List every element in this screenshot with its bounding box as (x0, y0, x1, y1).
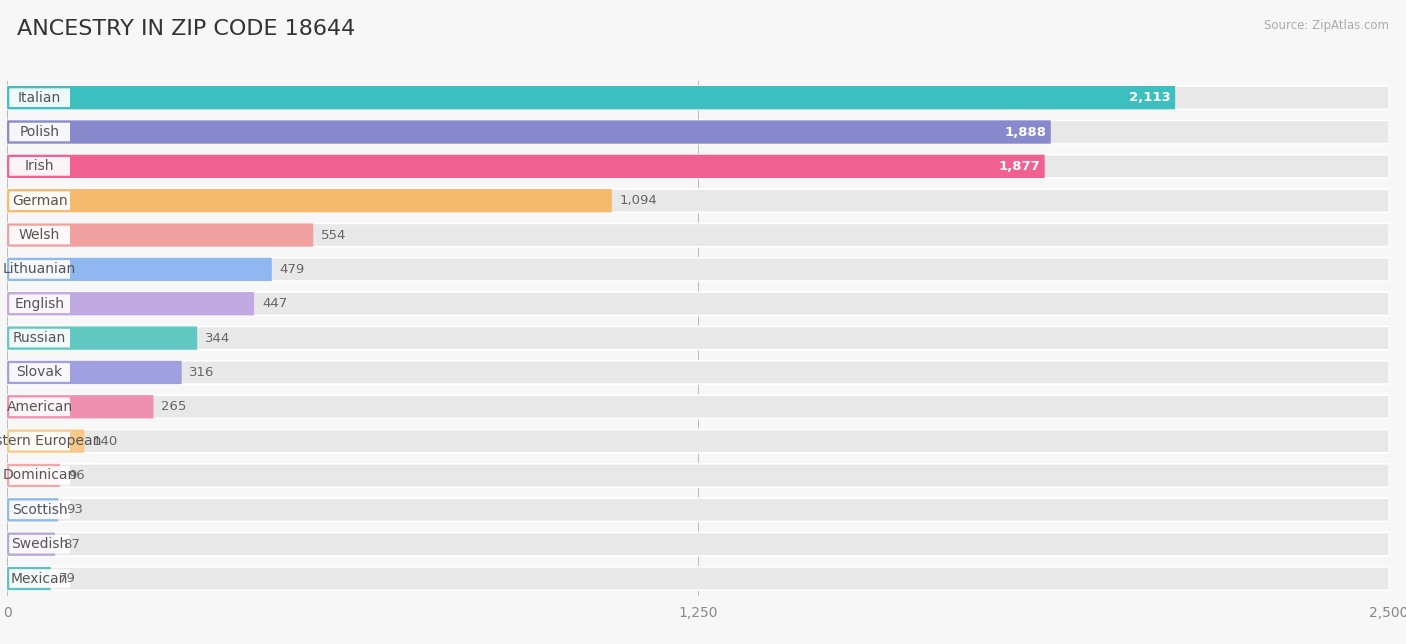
FancyBboxPatch shape (7, 361, 1389, 384)
FancyBboxPatch shape (7, 155, 1389, 178)
FancyBboxPatch shape (7, 327, 1389, 350)
FancyBboxPatch shape (7, 533, 55, 556)
Text: Polish: Polish (20, 125, 59, 139)
FancyBboxPatch shape (7, 120, 1389, 144)
FancyBboxPatch shape (7, 189, 612, 213)
FancyBboxPatch shape (10, 535, 70, 554)
FancyBboxPatch shape (7, 567, 1389, 590)
Text: Eastern European: Eastern European (0, 434, 101, 448)
Text: Mexican: Mexican (11, 571, 69, 585)
Text: 344: 344 (205, 332, 231, 345)
Text: 96: 96 (67, 469, 84, 482)
Text: 1,877: 1,877 (998, 160, 1040, 173)
FancyBboxPatch shape (7, 327, 197, 350)
FancyBboxPatch shape (7, 498, 1389, 522)
Text: Welsh: Welsh (20, 228, 60, 242)
Text: Slovak: Slovak (17, 365, 63, 379)
Text: Dominican: Dominican (3, 468, 77, 482)
Text: Source: ZipAtlas.com: Source: ZipAtlas.com (1264, 19, 1389, 32)
Text: 316: 316 (190, 366, 215, 379)
FancyBboxPatch shape (7, 292, 1389, 316)
FancyBboxPatch shape (10, 397, 70, 416)
FancyBboxPatch shape (7, 155, 1045, 178)
FancyBboxPatch shape (10, 431, 70, 451)
FancyBboxPatch shape (10, 88, 70, 107)
FancyBboxPatch shape (7, 430, 84, 453)
FancyBboxPatch shape (7, 567, 51, 590)
FancyBboxPatch shape (10, 294, 70, 313)
Text: Scottish: Scottish (11, 503, 67, 517)
Text: German: German (11, 194, 67, 208)
Text: 93: 93 (66, 504, 83, 516)
FancyBboxPatch shape (7, 395, 1389, 419)
FancyBboxPatch shape (10, 328, 70, 348)
Text: 479: 479 (280, 263, 305, 276)
Text: 265: 265 (162, 401, 187, 413)
Text: 87: 87 (63, 538, 80, 551)
FancyBboxPatch shape (7, 258, 1389, 281)
FancyBboxPatch shape (10, 260, 70, 279)
FancyBboxPatch shape (7, 258, 271, 281)
FancyBboxPatch shape (7, 498, 59, 522)
FancyBboxPatch shape (7, 223, 314, 247)
Text: American: American (7, 400, 73, 414)
FancyBboxPatch shape (10, 191, 70, 210)
Text: English: English (14, 297, 65, 311)
Text: Russian: Russian (13, 331, 66, 345)
FancyBboxPatch shape (10, 122, 70, 142)
Text: Italian: Italian (18, 91, 62, 105)
FancyBboxPatch shape (7, 223, 1389, 247)
FancyBboxPatch shape (10, 363, 70, 382)
Text: 2,113: 2,113 (1129, 91, 1171, 104)
FancyBboxPatch shape (7, 395, 153, 419)
Text: 1,888: 1,888 (1004, 126, 1046, 138)
FancyBboxPatch shape (10, 466, 70, 485)
FancyBboxPatch shape (10, 157, 70, 176)
FancyBboxPatch shape (7, 533, 1389, 556)
FancyBboxPatch shape (7, 361, 181, 384)
Text: 554: 554 (321, 229, 346, 242)
Text: 140: 140 (93, 435, 118, 448)
FancyBboxPatch shape (7, 120, 1050, 144)
FancyBboxPatch shape (7, 292, 254, 316)
Text: 1,094: 1,094 (620, 194, 658, 207)
FancyBboxPatch shape (10, 569, 70, 588)
Text: Irish: Irish (25, 159, 55, 173)
Text: Lithuanian: Lithuanian (3, 262, 76, 276)
FancyBboxPatch shape (10, 500, 70, 519)
Text: Swedish: Swedish (11, 537, 69, 551)
FancyBboxPatch shape (7, 86, 1175, 109)
FancyBboxPatch shape (7, 464, 1389, 487)
FancyBboxPatch shape (7, 464, 60, 487)
Text: 79: 79 (59, 572, 76, 585)
FancyBboxPatch shape (7, 430, 1389, 453)
FancyBboxPatch shape (7, 86, 1389, 109)
FancyBboxPatch shape (10, 225, 70, 245)
Text: ANCESTRY IN ZIP CODE 18644: ANCESTRY IN ZIP CODE 18644 (17, 19, 356, 39)
FancyBboxPatch shape (7, 189, 1389, 213)
Text: 447: 447 (262, 298, 287, 310)
